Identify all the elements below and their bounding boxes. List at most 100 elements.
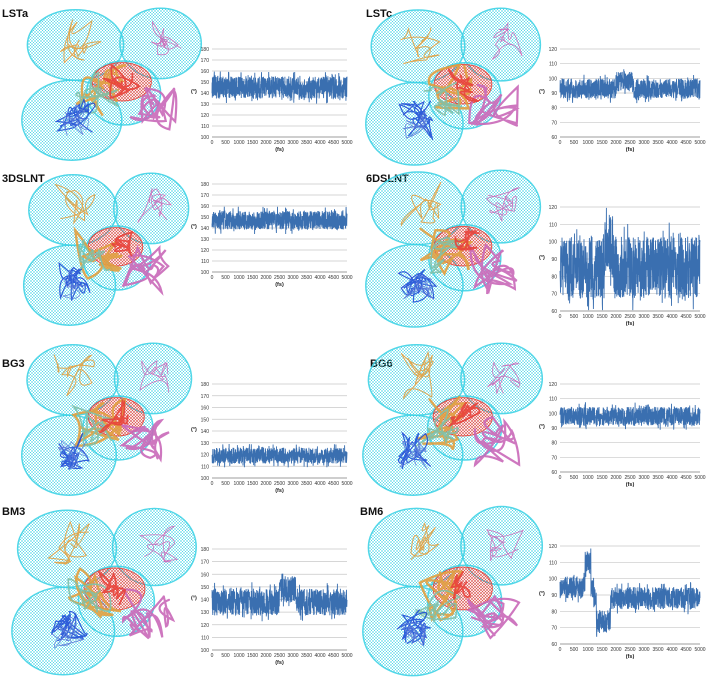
angle-time-chart: 60 70 80 90 100 110 120 0 500 1000 1500 2000 2500 300… xyxy=(539,382,706,488)
x-tick-label: 1500 xyxy=(596,475,607,481)
mesh-surface xyxy=(460,505,544,586)
x-tick-label: 1000 xyxy=(582,647,593,653)
x-tick-label: 5000 xyxy=(341,140,352,146)
y-tick-label: 100 xyxy=(201,135,210,141)
x-axis-label: (fs) xyxy=(626,654,635,660)
x-tick-label: 5000 xyxy=(341,275,352,281)
ribbon xyxy=(59,19,102,64)
x-tick-label: 500 xyxy=(221,653,230,659)
x-tick-label: 3500 xyxy=(652,140,663,146)
protein-structure-image xyxy=(21,7,203,161)
x-tick-label: 0 xyxy=(559,475,562,481)
mesh-surface xyxy=(460,342,544,415)
x-tick-label: 5000 xyxy=(341,653,352,659)
y-tick-label: 120 xyxy=(549,544,558,550)
x-tick-label: 5000 xyxy=(694,314,705,320)
y-tick-label: 100 xyxy=(201,648,210,654)
angle-time-chart: 60 70 80 90 100 110 120 0 500 1000 1500 2000 2500 300… xyxy=(539,205,706,327)
ribbon xyxy=(75,69,120,116)
x-tick-label: 3000 xyxy=(287,481,298,487)
ribbon xyxy=(400,27,441,65)
y-tick-label: 110 xyxy=(549,62,557,68)
y-tick-label: 90 xyxy=(551,426,557,432)
panel-label: 3DSLNT xyxy=(2,173,45,185)
ribbon xyxy=(67,578,112,613)
ribbon xyxy=(400,350,434,400)
ribbon xyxy=(473,416,521,468)
ribbon xyxy=(400,181,442,227)
ribbon xyxy=(487,361,521,394)
x-tick-label: 4000 xyxy=(314,653,325,659)
y-tick-label: 90 xyxy=(551,593,557,599)
protein-structure-image xyxy=(22,172,190,326)
y-tick-label: 110 xyxy=(201,635,209,641)
y-tick-label: 150 xyxy=(201,215,210,221)
ribbon xyxy=(121,244,170,296)
protein-structure-image xyxy=(362,342,544,496)
y-tick-label: 100 xyxy=(549,76,558,82)
mesh-surface xyxy=(113,342,193,415)
x-tick-label: 3000 xyxy=(638,140,649,146)
x-tick-label: 2000 xyxy=(260,481,271,487)
y-tick-label: 180 xyxy=(201,182,210,188)
ribbon xyxy=(62,269,87,300)
x-tick-label: 500 xyxy=(221,140,230,146)
panel-bg6: BG6 607080901001101200500100015002000250… xyxy=(356,335,713,500)
x-tick-label: 1500 xyxy=(247,481,258,487)
x-tick-label: 4500 xyxy=(680,314,691,320)
x-tick-label: 4000 xyxy=(314,140,325,146)
ribbon xyxy=(423,81,463,117)
ribbon xyxy=(57,440,88,470)
ribbon xyxy=(485,187,520,222)
ribbon xyxy=(121,588,176,640)
x-tick-label: 3500 xyxy=(652,314,663,320)
ribbon xyxy=(403,275,435,300)
x-tick-label: 4000 xyxy=(666,647,677,653)
y-tick-label: 70 xyxy=(551,455,557,461)
x-tick-label: 4500 xyxy=(680,140,691,146)
x-tick-label: 4000 xyxy=(314,481,325,487)
x-tick-label: 1000 xyxy=(582,314,593,320)
x-tick-label: 5000 xyxy=(694,475,705,481)
ribbon xyxy=(99,399,129,434)
mesh-surface xyxy=(111,507,197,587)
y-tick-label: 110 xyxy=(549,560,557,566)
x-tick-label: 2000 xyxy=(260,140,271,146)
y-tick-label: 60 xyxy=(551,470,557,476)
ribbon xyxy=(466,594,521,640)
protein-structure-image xyxy=(362,505,544,677)
ribbon xyxy=(469,242,518,295)
x-axis-label: (fs) xyxy=(275,660,284,666)
x-tick-label: 0 xyxy=(559,314,562,320)
y-tick-label: 130 xyxy=(201,441,210,447)
y-axis-label: (°) xyxy=(191,224,197,230)
ribbon xyxy=(138,525,179,563)
x-tick-label: 0 xyxy=(559,647,562,653)
angle-time-chart: 60 70 80 90 100 110 120 0 500 1000 1500 2000 2500 300… xyxy=(539,47,706,153)
mesh-surface xyxy=(113,172,190,245)
x-tick-label: 3500 xyxy=(301,653,312,659)
y-tick-label: 160 xyxy=(201,204,210,210)
ribbon xyxy=(77,239,111,274)
ribbon xyxy=(402,622,426,646)
x-tick-label: 1500 xyxy=(596,647,607,653)
panel-bm3: BM3 100 110 120 130 140 150 160 170 180 0 500 1000 1… xyxy=(0,500,356,683)
x-axis-label: (fs) xyxy=(626,482,635,488)
protein-structure-image xyxy=(365,169,542,328)
y-axis-label: (°) xyxy=(191,89,197,95)
x-tick-label: 1500 xyxy=(247,653,258,659)
x-tick-label: 5000 xyxy=(694,140,705,146)
y-tick-label: 110 xyxy=(201,464,209,470)
angle-time-chart: 60 70 80 90 100 110 120 0 500 1000 1500 2000 2500 300… xyxy=(539,544,706,660)
x-axis-label: (fs) xyxy=(626,147,635,153)
y-tick-label: 120 xyxy=(201,453,210,459)
y-axis-label: (°) xyxy=(191,427,197,433)
x-axis-label: (fs) xyxy=(275,147,284,153)
ribbon xyxy=(491,21,523,61)
series-line xyxy=(211,573,348,622)
y-tick-label: 150 xyxy=(201,80,210,86)
x-tick-label: 500 xyxy=(570,140,579,146)
y-tick-label: 60 xyxy=(551,642,557,648)
panel-label: LSTc xyxy=(366,8,393,20)
y-tick-label: 120 xyxy=(201,113,210,119)
